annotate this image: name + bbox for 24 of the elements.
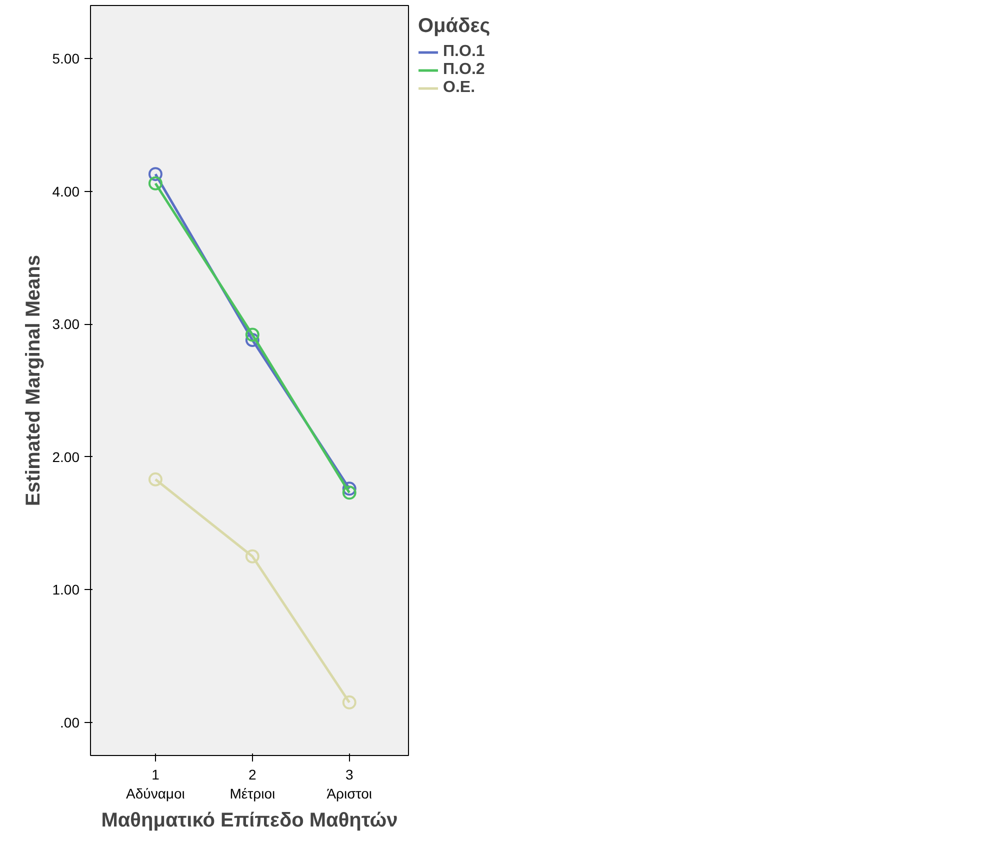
point bbox=[342, 482, 356, 496]
x-axis-title: Μαθηματικό Επίπεδο Μαθητών bbox=[101, 810, 398, 832]
y-tick-label: 4.00 bbox=[52, 183, 80, 200]
y-tick-label: 3.00 bbox=[52, 316, 80, 332]
point bbox=[245, 333, 260, 347]
x-tick-label: 1 Αδύναμοι bbox=[126, 766, 185, 802]
y-tick-label: 5.00 bbox=[52, 50, 80, 67]
point bbox=[245, 328, 260, 342]
legend-label: Π.Ο.2 bbox=[443, 61, 485, 79]
point bbox=[342, 486, 356, 500]
point bbox=[148, 472, 162, 486]
legend-title: Ομάδες bbox=[418, 15, 490, 38]
point bbox=[148, 167, 162, 182]
y-tick-label: 1.00 bbox=[52, 582, 80, 598]
y-tick-label: .00 bbox=[60, 714, 80, 730]
legend-label: Π.Ο.1 bbox=[443, 43, 485, 61]
y-axis-title: Estimated Marginal Means bbox=[22, 254, 44, 506]
point bbox=[342, 695, 356, 710]
x-tick-label: 3 Άριστοι bbox=[326, 766, 372, 802]
y-tick-label: 2.00 bbox=[52, 448, 80, 465]
point bbox=[148, 176, 162, 190]
legend-label: Ο.Ε. bbox=[443, 79, 476, 97]
point bbox=[245, 549, 260, 564]
x-tick-label: 2 Μέτριοι bbox=[230, 766, 276, 802]
